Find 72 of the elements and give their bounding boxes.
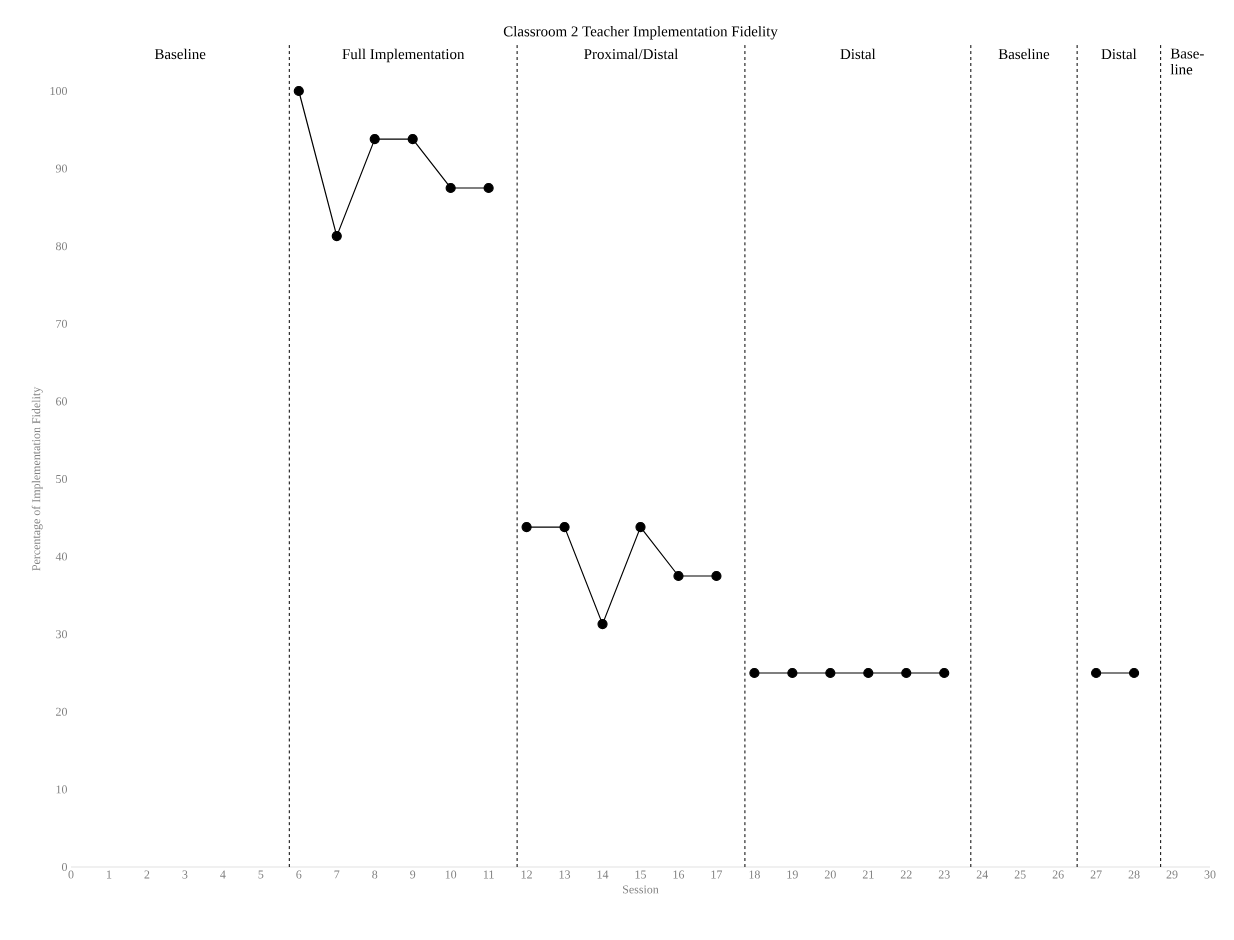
text: Proximal/Distal: [584, 48, 679, 60]
x-tick-label: 12: [521, 870, 532, 879]
y-tick-label: 70: [56, 319, 68, 328]
x-tick-label: 6: [296, 870, 302, 879]
x-tick-label: 24: [976, 870, 988, 879]
point: [597, 619, 608, 630]
x-tick-label: 15: [635, 870, 647, 879]
point: [825, 667, 836, 679]
x-tick-label: 28: [1128, 870, 1140, 879]
x-tick-label: 2: [144, 870, 150, 879]
x-tick-label: 21: [862, 870, 874, 879]
x-axis-title: Session: [623, 885, 659, 894]
y-tick-label: 20: [56, 707, 68, 716]
point: [1128, 667, 1140, 679]
point: [863, 667, 874, 679]
x-tick-label: 4: [220, 870, 226, 879]
text: Base-line: [1170, 48, 1204, 75]
x-tick-label: 18: [749, 870, 760, 879]
point: [787, 667, 798, 679]
x-tick-label: 17: [711, 870, 723, 879]
x-tick-label: 0: [68, 870, 74, 879]
x-tick-label: 22: [900, 870, 912, 879]
point: [483, 182, 494, 194]
chart-title: Classroom 2 Teacher Implementation Fidelity: [503, 25, 778, 40]
x-tick-label: 23: [938, 870, 950, 879]
y-tick-label: 10: [56, 785, 68, 794]
y-tick-label: 100: [50, 86, 68, 96]
text: Full Implementation: [342, 48, 465, 63]
x-tick-label: 3: [182, 870, 188, 879]
point: [369, 134, 380, 145]
x-tick-label: 27: [1090, 870, 1102, 879]
point: [711, 570, 722, 582]
point: [673, 570, 684, 582]
point: [521, 522, 532, 533]
x-tick-label: 9: [410, 870, 416, 879]
point: [749, 667, 760, 679]
y-tick-label: 0: [61, 862, 68, 872]
point: [559, 522, 570, 533]
y-tick-label: 90: [55, 164, 68, 173]
text: Baseline: [998, 48, 1050, 60]
x-tick-label: 14: [597, 870, 609, 879]
point: [901, 667, 912, 679]
y-tick-label: 60: [56, 397, 68, 406]
y-axis-title: Percentage of Implementation Fidelity: [31, 386, 43, 571]
point: [445, 182, 456, 194]
text: Baseline: [154, 48, 206, 60]
point: [331, 231, 342, 242]
x-tick-label: 25: [1014, 870, 1026, 879]
y-tick-label: 30: [56, 630, 68, 639]
point: [407, 134, 418, 145]
x-tick-label: 13: [559, 870, 571, 879]
text: Distal: [840, 48, 876, 60]
x-tick-label: 16: [673, 870, 685, 879]
y-tick-label: 40: [55, 552, 68, 561]
point: [635, 522, 646, 533]
y-tick-label: 50: [56, 474, 68, 484]
point: [1091, 667, 1102, 679]
y-tick-label: 80: [55, 242, 68, 251]
x-tick-label: 8: [372, 870, 378, 879]
point: [939, 667, 950, 679]
point: [293, 85, 304, 97]
x-tick-label: 10: [445, 870, 457, 879]
x-tick-label: 29: [1166, 870, 1178, 879]
x-tick-label: 20: [824, 870, 836, 879]
x-tick-label: 5: [258, 870, 264, 879]
x-tick-label: 30: [1204, 870, 1216, 879]
x-tick-label: 11: [483, 870, 494, 879]
x-tick-label: 26: [1052, 870, 1064, 879]
x-tick-label: 7: [334, 870, 340, 879]
x-tick-label: 19: [787, 870, 798, 879]
x-tick-label: 1: [107, 870, 112, 879]
text: Distal: [1101, 48, 1137, 60]
